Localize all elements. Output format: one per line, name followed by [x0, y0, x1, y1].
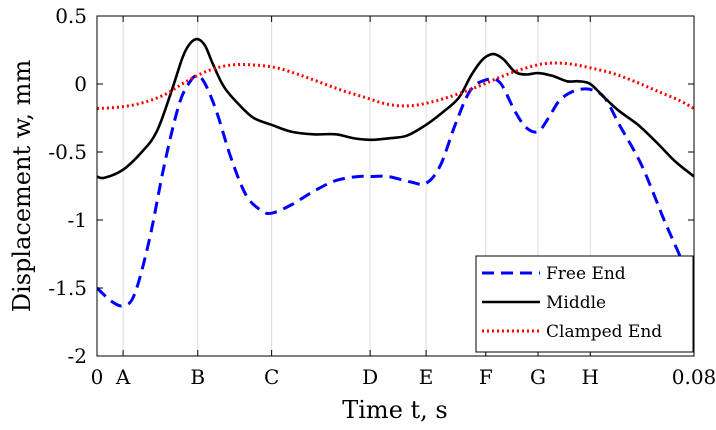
y-tick-label: -1 — [68, 208, 87, 232]
legend-label-clamped-end: Clamped End — [546, 322, 662, 342]
y-tick-label: 0 — [74, 72, 87, 96]
series-lines — [97, 37, 694, 308]
x-tick-label: B — [190, 365, 205, 389]
x-tick-label: D — [362, 365, 378, 389]
y-tick-label: -0.5 — [48, 140, 87, 164]
x-tick-label: 0.08 — [672, 365, 716, 389]
series-line-clamped-end — [97, 61, 694, 110]
x-tick-label: H — [582, 365, 599, 389]
x-tick-label: G — [530, 365, 546, 389]
legend: Free End Middle Clamped End — [475, 255, 694, 353]
y-tick-label: -1.5 — [48, 276, 87, 300]
plot-frame — [96, 15, 695, 357]
tick-labels: 0 A B C D E F G H 0.080.50-0.5-1-1.5-2 — [48, 4, 716, 389]
y-tick-label: 0.5 — [55, 4, 87, 28]
tick-marks — [96, 15, 695, 357]
x-axis-label: Time t, s — [342, 396, 448, 424]
y-tick-label: -2 — [68, 344, 87, 368]
series-line-middle — [97, 37, 694, 180]
legend-entries: Free End Middle Clamped End — [482, 264, 662, 342]
y-axis-label: Displacement w, mm — [8, 60, 36, 313]
x-tick-label: E — [419, 365, 434, 389]
x-tick-label: F — [479, 365, 493, 389]
legend-label-middle: Middle — [546, 293, 606, 313]
x-tick-label: A — [115, 365, 131, 389]
x-tick-label: C — [264, 365, 279, 389]
x-tick-label: 0 — [91, 365, 104, 389]
legend-label-free-end: Free End — [546, 264, 626, 284]
